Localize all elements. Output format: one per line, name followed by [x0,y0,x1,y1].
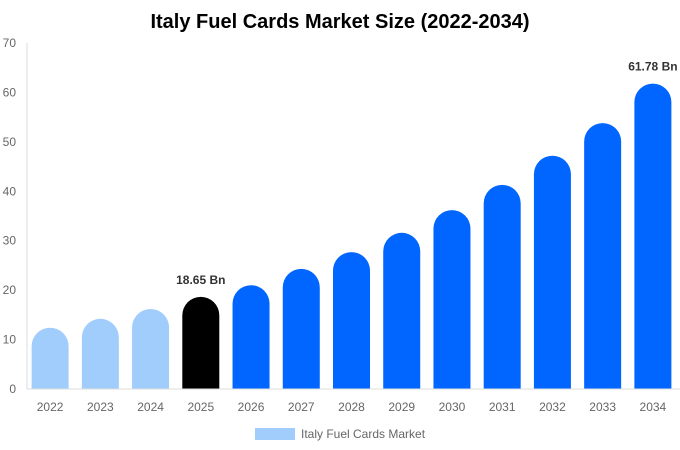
bar-2025 [182,296,220,389]
x-tick-label: 2029 [388,400,415,414]
legend-swatch [255,428,295,440]
chart-title: Italy Fuel Cards Market Size (2022-2034) [150,11,529,33]
bar-2026 [232,285,270,389]
x-tick-label: 2032 [539,400,566,414]
x-tick-label: 2025 [187,400,214,414]
y-tick-label: 10 [3,333,17,347]
bar-2024 [132,308,170,389]
x-tick-label: 2026 [238,400,265,414]
bar-2032 [533,155,571,389]
data-labels: 18.65 Bn 61.78 Bn [176,60,677,287]
x-tick-label: 2023 [87,400,114,414]
x-tick-label: 2022 [37,400,64,414]
x-axis: 2022 2023 2024 2025 2026 2027 2028 2029 2030 2031… [27,388,680,414]
y-tick-label: 30 [3,234,17,248]
y-tick-label: 40 [3,184,17,198]
y-tick-label: 70 [3,36,17,50]
bar-2029 [383,232,421,389]
y-axis: 0 10 20 30 40 50 60 70 [3,36,28,396]
x-tick-label: 2027 [288,400,315,414]
data-label-2034: 61.78 Bn [628,60,677,74]
x-tick-label: 2031 [489,400,516,414]
legend[interactable]: Italy Fuel Cards Market [255,427,426,441]
bar-2022 [31,327,69,389]
bar-2028 [333,252,370,389]
y-tick-label: 0 [9,382,16,396]
bar-2030 [433,210,471,389]
x-tick-label: 2024 [137,400,164,414]
y-tick-label: 20 [3,283,17,297]
bar-2031 [483,184,521,389]
bar-2033 [584,123,622,390]
y-tick-label: 60 [3,85,17,99]
data-label-2025: 18.65 Bn [176,273,225,287]
x-tick-label: 2034 [640,400,667,414]
x-tick-label: 2033 [589,400,616,414]
bar-2023 [81,318,119,389]
y-tick-label: 50 [3,135,17,149]
legend-label: Italy Fuel Cards Market [301,427,426,441]
bar-2034 [634,83,672,390]
bars [31,83,672,390]
bar-2027 [282,268,320,389]
x-tick-label: 2030 [439,400,466,414]
x-tick-label: 2028 [338,400,365,414]
